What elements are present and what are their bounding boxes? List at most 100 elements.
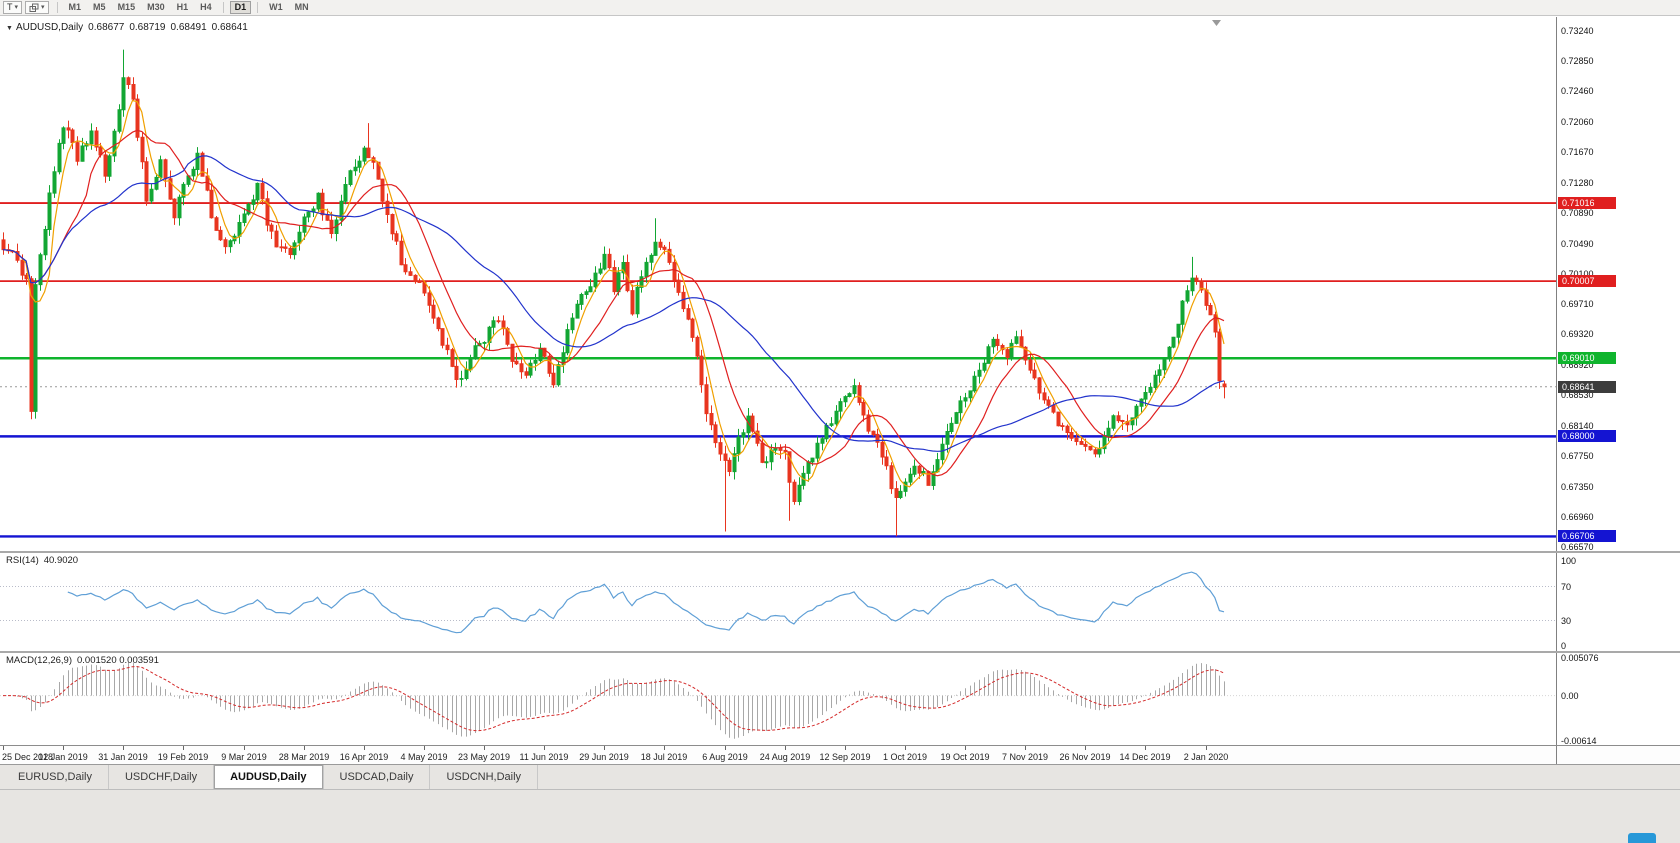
- macd-scale-zero: 0.00: [1561, 690, 1579, 701]
- price-tick-label: 0.70890: [1561, 207, 1594, 218]
- price-level-badge: 0.66706: [1558, 530, 1616, 543]
- shift-marker[interactable]: [1212, 20, 1221, 26]
- price-tick-label: 0.72850: [1561, 56, 1594, 67]
- time-tick-label: 26 Nov 2019: [1059, 752, 1111, 762]
- chart-symbol: AUDUSD,Daily: [15, 22, 84, 33]
- time-tick-label: 18 Jul 2019: [640, 752, 688, 762]
- rsi-chart[interactable]: [0, 553, 1556, 651]
- price-tick-label: 0.72060: [1561, 117, 1594, 128]
- price-tick-label: 0.66570: [1561, 542, 1594, 551]
- price-tick-label: 0.69320: [1561, 329, 1594, 340]
- chart-close: 0.68641: [211, 22, 248, 33]
- chart-low: 0.68491: [170, 22, 207, 33]
- price-tick-label: 0.70490: [1561, 238, 1594, 249]
- chart-open: 0.68677: [88, 22, 125, 33]
- time-tick: [1085, 746, 1086, 750]
- taskbar-item[interactable]: [1628, 833, 1656, 843]
- macd-label: MACD(12,26,9) 0.001520 0.003591: [6, 655, 164, 666]
- rsi-value: 40.9020: [43, 555, 79, 566]
- tab-audusd-daily[interactable]: AUDUSD,Daily: [214, 765, 324, 789]
- time-axis[interactable]: 25 Dec 2018 12 Jan 2019 31 Jan 2019 19 Feb …: [0, 745, 1680, 764]
- tab-usdcad-daily[interactable]: USDCAD,Daily: [324, 765, 431, 789]
- time-tick-label: 2 Jan 2020: [1183, 752, 1229, 762]
- time-tick-label: 31 Jan 2019: [98, 752, 148, 762]
- timeframe-h4-button[interactable]: H4: [195, 1, 217, 14]
- chevron-down-icon: ▾: [14, 4, 19, 11]
- time-tick: [364, 746, 365, 750]
- price-tick-label: 0.68530: [1561, 390, 1594, 401]
- toolbar: T ▾ ▾ M1 M5 M15 M30 H1 H4 D1 W1 MN: [0, 0, 1680, 16]
- chevron-down-icon: ▾: [41, 4, 45, 11]
- price-panel: ▼ AUDUSD,Daily 0.68677 0.68719 0.68491 0.6864…: [0, 17, 1680, 551]
- time-tick-label: 14 Dec 2019: [1119, 752, 1171, 762]
- rsi-label: RSI(14) 40.9020: [6, 555, 83, 566]
- time-tick: [123, 746, 124, 750]
- timeframe-mn-button[interactable]: MN: [290, 1, 314, 14]
- time-tick-label: 19 Feb 2019: [157, 752, 209, 762]
- time-tick: [1145, 746, 1146, 750]
- time-tick: [845, 746, 846, 750]
- time-tick: [304, 746, 305, 750]
- indicators-button[interactable]: ▾: [25, 1, 49, 14]
- price-tick-label: 0.70100: [1561, 268, 1594, 279]
- time-tick-label: 7 Nov 2019: [1001, 752, 1049, 762]
- time-tick-label: 19 Oct 2019: [940, 752, 990, 762]
- time-tick-label: 16 Apr 2019: [339, 752, 389, 762]
- price-axis[interactable]: 0.73240 0.72850 0.72460 0.72060 0.71670 0.712…: [1556, 17, 1680, 551]
- price-level-badge: 0.70007: [1558, 275, 1616, 288]
- tab-eurusd-daily[interactable]: EURUSD,Daily: [2, 765, 109, 789]
- time-tick: [183, 746, 184, 750]
- time-tick: [785, 746, 786, 750]
- symbol-dropdown-icon[interactable]: ▼: [6, 25, 13, 32]
- templates-button-label: T: [7, 2, 13, 12]
- price-tick-label: 0.68920: [1561, 360, 1594, 371]
- macd-chart[interactable]: [0, 653, 1556, 745]
- price-chart[interactable]: [0, 17, 1556, 551]
- chart-ohlc-label: ▼ AUDUSD,Daily 0.68677 0.68719 0.68491 0.6864…: [6, 22, 253, 33]
- ma-13-line: [2, 129, 1225, 477]
- price-tick-label: 0.69710: [1561, 299, 1594, 310]
- time-tick: [725, 746, 726, 750]
- price-tick-label: 0.71280: [1561, 177, 1594, 188]
- ma-5-line: [2, 99, 1225, 488]
- tab-usdcnh-daily[interactable]: USDCNH,Daily: [430, 765, 539, 789]
- time-tick-label: 6 Aug 2019: [702, 752, 748, 762]
- price-level-badge: 0.71016: [1558, 197, 1616, 210]
- timeframe-h1-button[interactable]: H1: [172, 1, 194, 14]
- toolbar-separator: [56, 2, 58, 13]
- timeframe-m1-button[interactable]: M1: [64, 1, 87, 14]
- chart-tab-bar: EURUSD,Daily USDCHF,Daily AUDUSD,Daily U…: [0, 764, 1680, 789]
- macd-panel: MACD(12,26,9) 0.001520 0.003591 0.005076 0…: [0, 653, 1680, 745]
- time-tick: [1206, 746, 1207, 750]
- macd-scale-bottom: -0.00614: [1561, 736, 1597, 745]
- time-tick: [905, 746, 906, 750]
- bear-candle-bodies: [1, 77, 1227, 502]
- toolbar-separator: [257, 2, 259, 13]
- time-tick-label: 28 Mar 2019: [278, 752, 330, 762]
- time-tick: [424, 746, 425, 750]
- timeframe-m15-button[interactable]: M15: [113, 1, 141, 14]
- price-tick-label: 0.73240: [1561, 26, 1594, 36]
- timeframe-m5-button[interactable]: M5: [88, 1, 111, 14]
- price-tick-label: 0.66960: [1561, 511, 1594, 522]
- panel-splitter[interactable]: [0, 551, 1680, 553]
- tab-usdchf-daily[interactable]: USDCHF,Daily: [109, 765, 215, 789]
- axis-corner-divider: [1556, 746, 1557, 764]
- rsi-line: [67, 571, 1225, 634]
- macd-axis[interactable]: 0.005076 0.00 -0.00614: [1556, 653, 1680, 745]
- panel-splitter[interactable]: [0, 651, 1680, 653]
- ma-34-line: [2, 155, 1225, 452]
- time-tick-label: 9 Mar 2019: [221, 752, 267, 762]
- rsi-axis[interactable]: 100 70 30 0: [1556, 553, 1680, 651]
- timeframe-m30-button[interactable]: M30: [142, 1, 170, 14]
- time-tick-label: 4 May 2019: [400, 752, 448, 762]
- time-tick: [664, 746, 665, 750]
- price-tick-label: 0.71670: [1561, 147, 1594, 158]
- rsi-scale-label: 30: [1561, 615, 1572, 626]
- timeframe-w1-button[interactable]: W1: [264, 1, 288, 14]
- templates-button[interactable]: T ▾: [3, 1, 23, 14]
- time-tick-label: 12 Jan 2019: [38, 752, 88, 762]
- timeframe-d1-button[interactable]: D1: [229, 1, 252, 14]
- toolbar-separator: [222, 2, 224, 13]
